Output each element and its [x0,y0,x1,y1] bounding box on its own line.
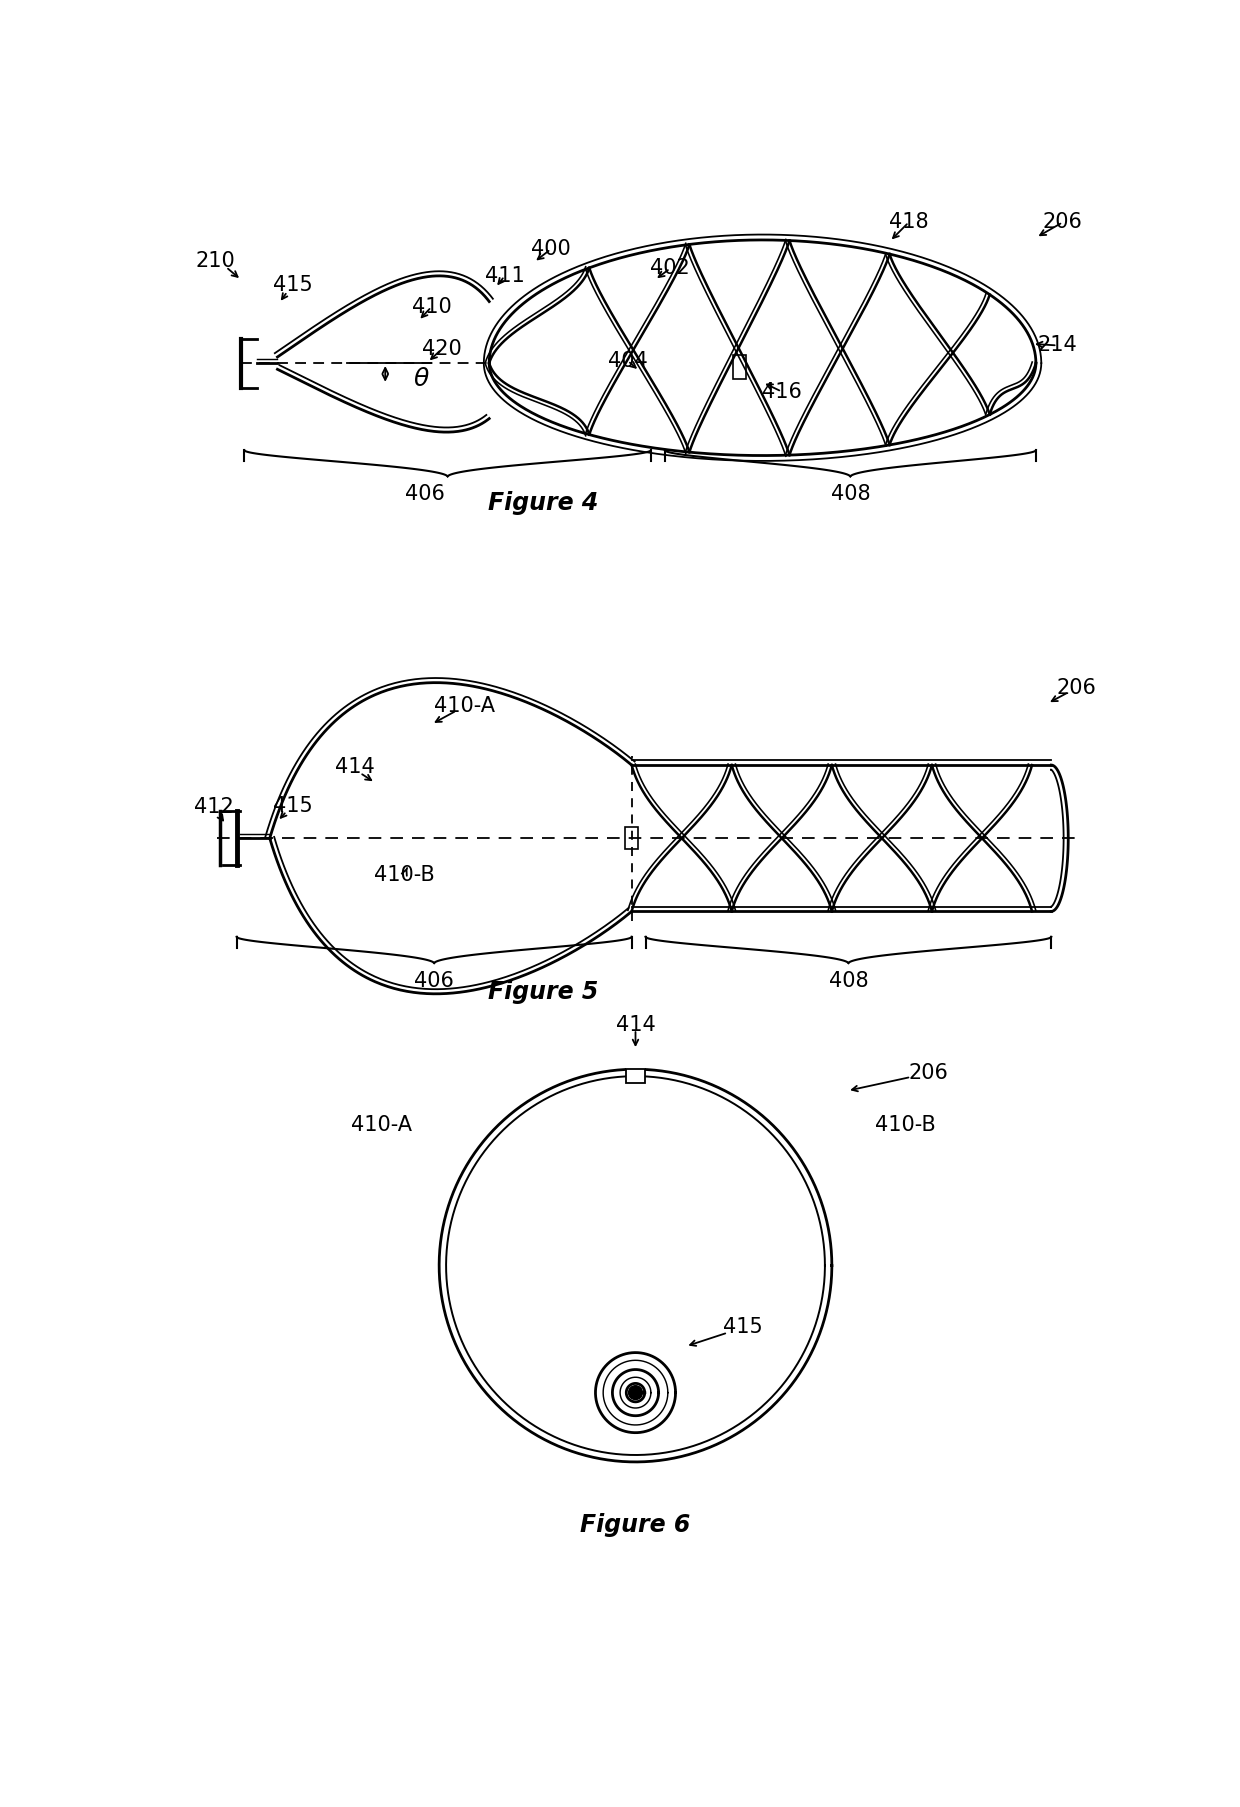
Text: 210: 210 [196,251,236,271]
Text: 418: 418 [889,211,929,233]
Text: 404: 404 [608,351,647,370]
Text: 408: 408 [831,484,870,504]
Text: Figure 5: Figure 5 [487,979,598,1005]
Text: 410: 410 [412,296,451,316]
Text: 410-B: 410-B [874,1115,935,1135]
Bar [626,1070,645,1082]
Text: 406: 406 [414,970,454,990]
Text: 402: 402 [650,258,689,278]
Text: 206: 206 [1043,211,1083,233]
Text: 214: 214 [1038,336,1078,356]
Text: 420: 420 [422,340,461,360]
Text: 416: 416 [761,381,802,401]
Text: 415: 415 [723,1317,763,1337]
Text: θ: θ [414,367,429,390]
Text: 410-A: 410-A [434,696,495,716]
Text: 410-B: 410-B [374,866,435,885]
Text: 206: 206 [1056,678,1096,698]
Text: 410-A: 410-A [351,1115,412,1135]
Text: 206: 206 [908,1063,949,1082]
Text: 414: 414 [335,757,374,777]
Text: Figure 4: Figure 4 [487,492,598,515]
Text: 400: 400 [531,239,570,258]
Text: 414: 414 [615,1014,656,1035]
Text: 415: 415 [273,275,312,295]
Text: 415: 415 [273,795,312,817]
Text: Figure 6: Figure 6 [580,1512,691,1538]
Bar [733,354,746,379]
Text: 411: 411 [485,266,525,286]
Circle shape [629,1386,642,1400]
Text: 408: 408 [828,970,868,990]
Text: 412: 412 [193,797,233,817]
Text: 406: 406 [404,484,444,504]
Bar [626,1066,645,1084]
Bar [625,828,637,849]
